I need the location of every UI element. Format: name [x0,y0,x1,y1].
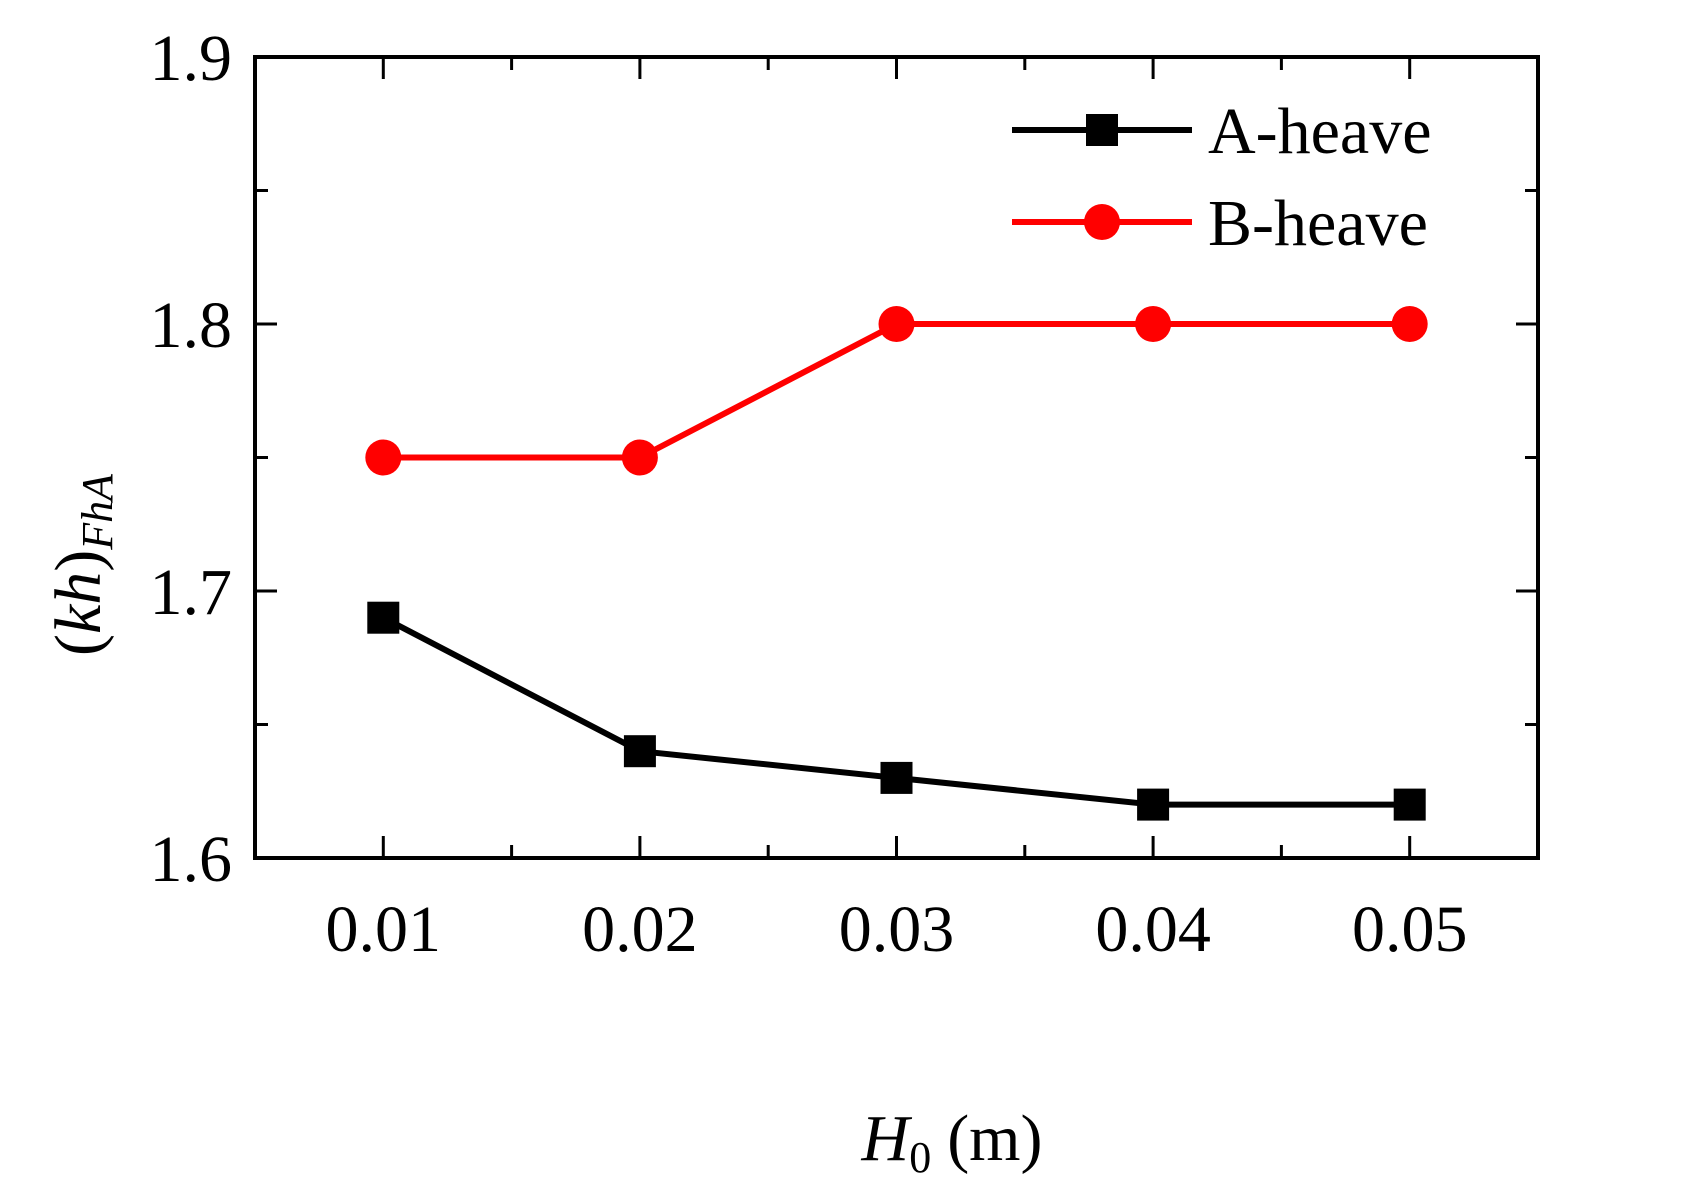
legend-label-A-heave: A-heave [1208,95,1432,168]
x-tick-label: 0.03 [839,893,955,966]
x-axis-label-var: H [861,1102,913,1175]
data-point-A-heave [623,735,656,768]
y-axis-label: (kh)FhA [42,473,122,656]
tick-labels: 0.01 0.02 0.03 0.04 0.05 1.6 1.7 1.8 1.9 [150,22,1468,966]
data-point-B-heave [1391,306,1428,342]
y-tick-label: 1.8 [150,289,233,362]
y-tick-label: 1.7 [150,556,233,629]
x-axis-label-unit: (m) [947,1102,1042,1175]
y-axis-label-close: ) [42,550,115,572]
data-point-B-heave [878,306,915,342]
y-axis-label-open: ( [42,634,115,656]
y-tick-label: 1.9 [150,22,233,95]
x-axis-label-sub: 0 [909,1133,931,1182]
y-tick-label: 1.6 [150,823,233,896]
y-axis-label-sub: FhA [73,473,122,551]
series-layer [365,306,1428,821]
data-point-A-heave [1137,788,1170,821]
x-tick-label: 0.04 [1095,893,1211,966]
plot-frame [253,55,1540,860]
legend-marker-A-heave [1086,114,1118,146]
data-point-B-heave [621,439,658,476]
data-point-A-heave [1393,788,1426,821]
series-line-B-heave [383,321,1410,461]
y-axis-label-var: kh [42,572,115,634]
x-tick-label: 0.01 [326,893,442,966]
data-point-B-heave [1135,306,1172,342]
x-axis-label: H0 (m) [861,1102,1043,1182]
legend-marker-B-heave [1084,204,1120,240]
x-tick-label: 0.02 [582,893,698,966]
legend: A-heave B-heave [1012,95,1432,260]
x-tick-label: 0.05 [1352,893,1468,966]
data-point-A-heave [880,761,913,794]
data-point-B-heave [365,439,402,476]
legend-label-B-heave: B-heave [1208,187,1428,260]
data-point-A-heave [367,601,400,634]
